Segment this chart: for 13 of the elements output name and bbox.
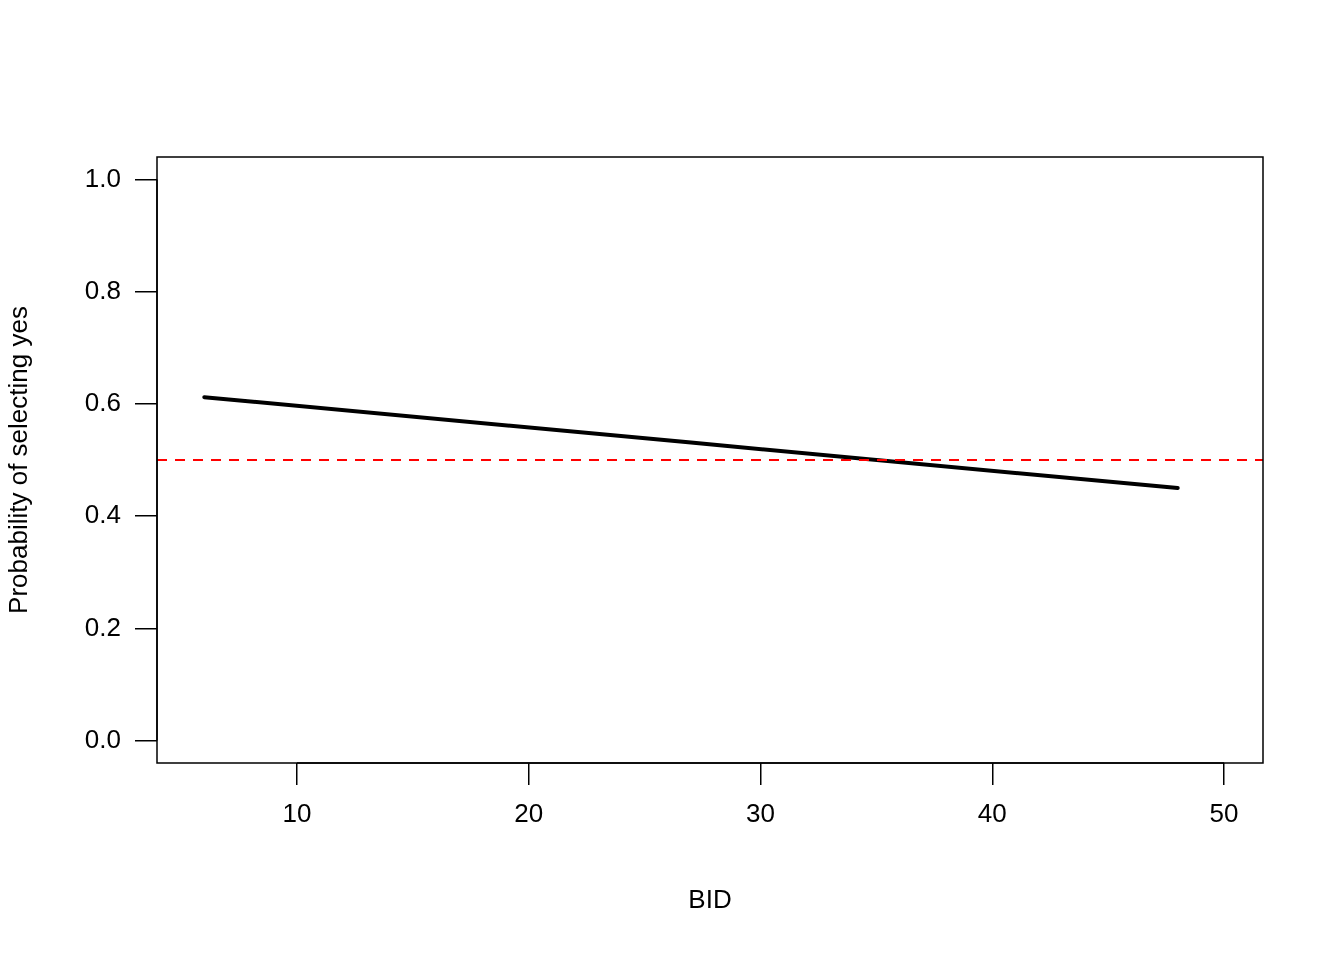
x-tick-label: 20	[514, 797, 544, 828]
y-tick-label: 0.0	[84, 723, 121, 754]
x-axis-title: BID	[688, 883, 732, 914]
y-axis-title: Probability of selecting yes	[2, 306, 33, 614]
x-tick-label: 50	[1209, 797, 1239, 828]
y-tick-label: 0.2	[84, 611, 121, 642]
y-tick-label: 0.6	[84, 387, 121, 418]
x-tick-label: 10	[282, 797, 312, 828]
y-tick-label: 0.4	[84, 499, 121, 530]
x-tick-label: 40	[977, 797, 1007, 828]
y-tick-label: 0.8	[84, 274, 121, 305]
x-tick-label: 30	[746, 797, 775, 828]
y-tick-label: 1.0	[84, 162, 121, 193]
